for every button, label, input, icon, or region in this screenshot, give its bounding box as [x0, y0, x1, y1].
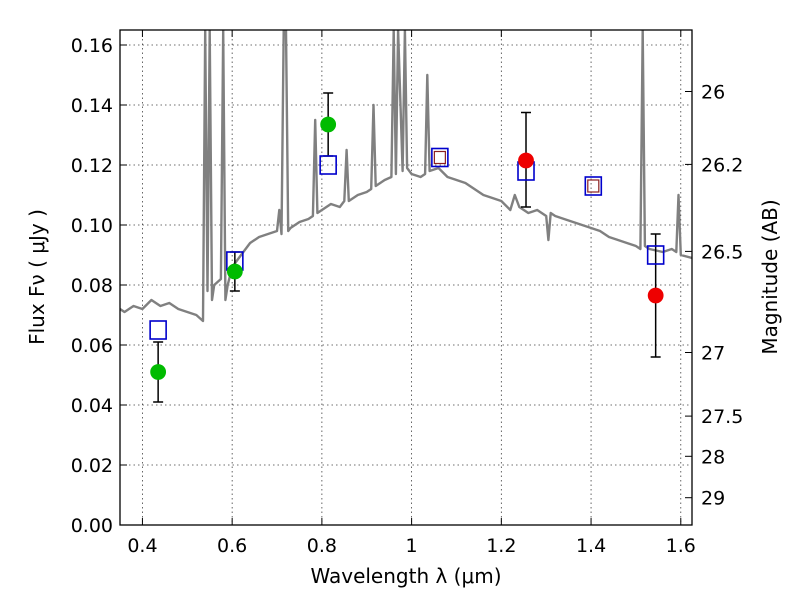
- y-tick-label: 0.10: [71, 215, 113, 237]
- model-band-square: [149, 320, 167, 340]
- model-band-square: [431, 147, 449, 168]
- x-tick-label: 0.8: [307, 535, 337, 557]
- filter-inner-square: [433, 150, 446, 165]
- y-axis-label: Flux Fν ( μJy ): [25, 209, 49, 345]
- observed-point-green: [226, 263, 243, 280]
- observed-point-green: [320, 116, 337, 133]
- x-tick-label: 1.4: [576, 535, 606, 557]
- observed-point-red: [647, 287, 664, 304]
- y-tick-label: 0.00: [71, 515, 113, 537]
- plot-frame: [119, 29, 693, 526]
- ticks: 0.4 0.6 0.8 1 1.2 1.4 1.6 0.00 0.02 0.04 0.06 0.08 0…: [71, 30, 743, 557]
- model-band-square: [646, 245, 665, 265]
- model-sed-line: [120, 30, 692, 323]
- y-tick-label: 0.02: [71, 455, 113, 477]
- right-tick-label: 29: [701, 488, 725, 510]
- y-tick-label: 0.16: [71, 35, 113, 57]
- observed-point-red: [518, 152, 534, 169]
- right-tick-label: 26: [701, 82, 725, 104]
- right-tick-label: 27: [701, 343, 725, 365]
- x-tick-label: 0.6: [217, 535, 247, 557]
- plot-area: [120, 30, 692, 323]
- x-tick-label: 0.4: [127, 535, 157, 557]
- model-band-square: [584, 176, 603, 196]
- x-axis-label: Wavelength λ (μm): [310, 564, 501, 588]
- observed-point-green: [150, 364, 167, 380]
- y-tick-label: 0.06: [71, 335, 113, 357]
- y-tick-label: 0.04: [71, 395, 113, 417]
- y-axis-right-label: Magnitude (AB): [758, 199, 782, 354]
- x-tick-label: 1: [406, 535, 418, 557]
- right-tick-label: 27.5: [701, 406, 743, 428]
- x-tick-label: 1.2: [486, 535, 516, 557]
- markers: [149, 116, 665, 380]
- right-tick-label: 26.5: [701, 241, 743, 263]
- right-tick-label: 26.2: [701, 154, 743, 176]
- right-tick-label: 28: [701, 446, 725, 468]
- x-tick-label: 1.6: [666, 535, 696, 557]
- y-tick-label: 0.14: [71, 95, 113, 117]
- filter-inner-square: [587, 179, 600, 193]
- y-tick-label: 0.08: [71, 275, 113, 297]
- y-tick-label: 0.12: [71, 155, 113, 177]
- model-band-square: [319, 155, 337, 175]
